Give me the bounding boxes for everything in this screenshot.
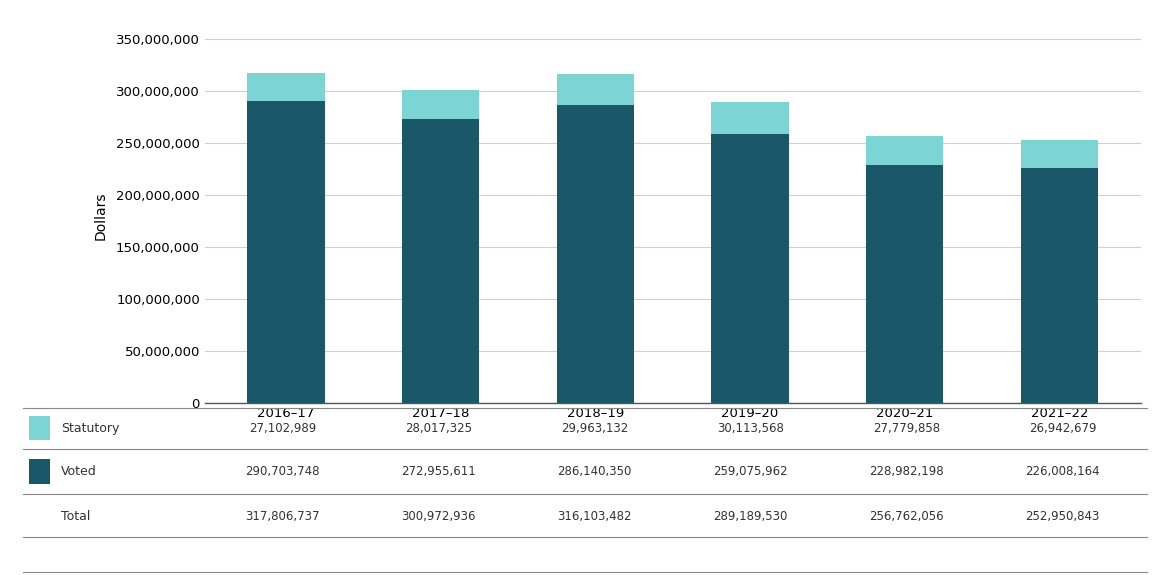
Bar: [402, 119, 480, 402]
Text: 30,113,568: 30,113,568: [717, 422, 784, 435]
Bar: [402, 90, 480, 119]
Text: 290,703,748: 290,703,748: [246, 465, 321, 478]
Text: 300,972,936: 300,972,936: [401, 510, 476, 523]
Bar: [557, 105, 634, 402]
Bar: [1021, 140, 1099, 168]
Text: 317,806,737: 317,806,737: [246, 510, 321, 523]
Y-axis label: Dollars: Dollars: [94, 191, 108, 240]
Text: Total: Total: [61, 510, 90, 523]
Text: 286,140,350: 286,140,350: [558, 465, 632, 478]
Text: 272,955,611: 272,955,611: [401, 465, 476, 478]
Bar: [247, 72, 324, 101]
Bar: [866, 165, 943, 402]
Text: 226,008,164: 226,008,164: [1025, 465, 1100, 478]
Text: 228,982,198: 228,982,198: [869, 465, 944, 478]
Text: 27,779,858: 27,779,858: [873, 422, 941, 435]
Text: 316,103,482: 316,103,482: [557, 510, 632, 523]
Text: Statutory: Statutory: [61, 422, 119, 435]
Bar: [711, 102, 789, 133]
Text: Voted: Voted: [61, 465, 97, 478]
Bar: [29, 459, 50, 484]
Bar: [247, 101, 324, 402]
Text: 252,950,843: 252,950,843: [1026, 510, 1100, 523]
Text: 289,189,530: 289,189,530: [714, 510, 787, 523]
Text: 259,075,962: 259,075,962: [714, 465, 789, 478]
Text: 29,963,132: 29,963,132: [562, 422, 628, 435]
Text: 27,102,989: 27,102,989: [249, 422, 316, 435]
Bar: [866, 136, 943, 165]
Text: 256,762,056: 256,762,056: [869, 510, 944, 523]
Bar: [711, 133, 789, 402]
Text: 28,017,325: 28,017,325: [405, 422, 473, 435]
Bar: [557, 74, 634, 105]
Bar: [29, 416, 50, 440]
Bar: [1021, 168, 1099, 402]
Text: 26,942,679: 26,942,679: [1028, 422, 1096, 435]
